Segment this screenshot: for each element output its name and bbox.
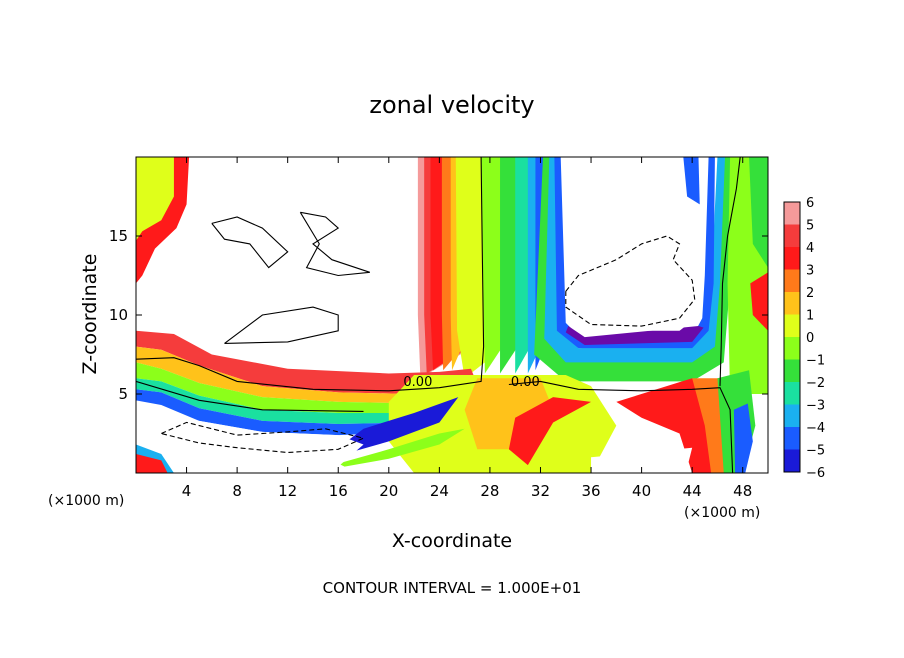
colorbar-swatch bbox=[784, 202, 800, 225]
band-left-top-green bbox=[136, 157, 174, 241]
blue-finger bbox=[325, 397, 459, 458]
colorbar-swatch bbox=[784, 292, 800, 315]
contour-cell-c bbox=[224, 306, 339, 344]
colorbar-label: 5 bbox=[806, 219, 814, 234]
y-tick-label: 5 bbox=[118, 385, 128, 403]
x-tick-label: 24 bbox=[430, 482, 449, 500]
right-edge-red bbox=[750, 272, 768, 331]
lower-contour bbox=[136, 380, 364, 412]
trough-top-bump bbox=[683, 157, 700, 205]
contour-label-0: 0.00 bbox=[403, 375, 432, 390]
jet-band-neg2 bbox=[515, 157, 532, 374]
zero-contour-left bbox=[136, 157, 485, 392]
colorbar-swatch bbox=[784, 359, 800, 383]
low-band-red bbox=[136, 330, 478, 394]
y-tick-label: 15 bbox=[109, 227, 128, 245]
contour-label-1: 0.00 bbox=[511, 375, 540, 390]
x-tick-label: 44 bbox=[683, 482, 702, 500]
colorbar-label: 3 bbox=[806, 264, 814, 279]
colorbar-label: −6 bbox=[806, 466, 825, 481]
colorbar-swatch bbox=[784, 269, 800, 293]
x-unit-right: (×1000 m) bbox=[684, 505, 760, 521]
mixing-red bbox=[508, 397, 592, 466]
low-band-cyan bbox=[136, 378, 478, 425]
x-ticks: 4 8 12 16 20 24 28 32 36 40 44 48 bbox=[182, 157, 752, 500]
zero-contour-right-edge bbox=[719, 157, 741, 387]
colorbar-label: 2 bbox=[806, 286, 814, 301]
plot-area: 0.00 0.00 bbox=[135, 156, 769, 474]
colorbar-label: 6 bbox=[806, 196, 814, 211]
y-ticks: 5 10 15 bbox=[109, 227, 768, 403]
jet-band-green bbox=[455, 157, 485, 379]
x-tick-label: 32 bbox=[531, 482, 550, 500]
zero-contour-right bbox=[508, 380, 734, 473]
velocity-field: 0.00 0.00 bbox=[136, 157, 768, 473]
colorbar-label: −2 bbox=[806, 376, 825, 391]
colorbar-label: 1 bbox=[806, 309, 814, 324]
x-unit-left: (×1000 m) bbox=[48, 493, 124, 509]
lower-right-red bbox=[616, 378, 718, 473]
bottom-right-white bbox=[591, 447, 693, 473]
x-tick-label: 28 bbox=[480, 482, 499, 500]
x-tick-label: 40 bbox=[632, 482, 651, 500]
colorbar: 6 5 4 3 2 1 0 −1 −2 −3 −4 −5 −6 bbox=[783, 196, 825, 481]
colorbar-label: 0 bbox=[806, 331, 814, 346]
trough-interior bbox=[563, 157, 700, 331]
colorbar-swatch bbox=[784, 224, 800, 248]
x-tick-label: 36 bbox=[581, 482, 600, 500]
jet-band-zero bbox=[481, 157, 506, 374]
colorbar-swatch bbox=[784, 382, 800, 405]
bottom-left-white bbox=[136, 403, 364, 473]
colorbar-label: −3 bbox=[806, 399, 825, 414]
x-axis-label: X-coordinate bbox=[392, 530, 512, 552]
colorbar-swatch bbox=[784, 427, 800, 450]
x-tick-label: 20 bbox=[379, 482, 398, 500]
colorbar-swatch bbox=[784, 247, 800, 270]
bottom-left-red bbox=[136, 454, 168, 473]
chart-title: zonal velocity bbox=[369, 91, 534, 119]
trough-neg3 bbox=[544, 157, 726, 363]
contour-cell-b bbox=[299, 211, 370, 277]
colorbar-label: 4 bbox=[806, 241, 814, 256]
colorbar-swatch bbox=[784, 337, 800, 360]
lower-right-blue bbox=[733, 403, 753, 473]
colorbar-label: −5 bbox=[806, 444, 825, 459]
right-edge-cyan bbox=[749, 157, 768, 268]
colorbar-swatch bbox=[784, 314, 800, 338]
y-axis-label: Z-coordinate bbox=[79, 254, 101, 375]
contour-interval-footer: CONTOUR INTERVAL = 1.000E+01 bbox=[323, 579, 582, 597]
colorbar-label: −1 bbox=[806, 354, 825, 369]
low-band-green bbox=[136, 362, 478, 413]
x-tick-label: 4 bbox=[182, 482, 192, 500]
colorbar-swatch bbox=[784, 404, 800, 428]
green-finger bbox=[338, 428, 465, 467]
x-tick-label: 16 bbox=[329, 482, 348, 500]
x-tick-label: 12 bbox=[278, 482, 297, 500]
dashed-cell-trough bbox=[565, 235, 696, 327]
colorbar-label: −4 bbox=[806, 421, 825, 436]
colorbar-frame bbox=[783, 201, 801, 473]
x-tick-label: 48 bbox=[733, 482, 752, 500]
y-tick-label: 10 bbox=[109, 306, 128, 324]
x-tick-label: 8 bbox=[232, 482, 242, 500]
contour-cell-a bbox=[211, 216, 289, 269]
colorbar-swatch bbox=[784, 449, 800, 473]
